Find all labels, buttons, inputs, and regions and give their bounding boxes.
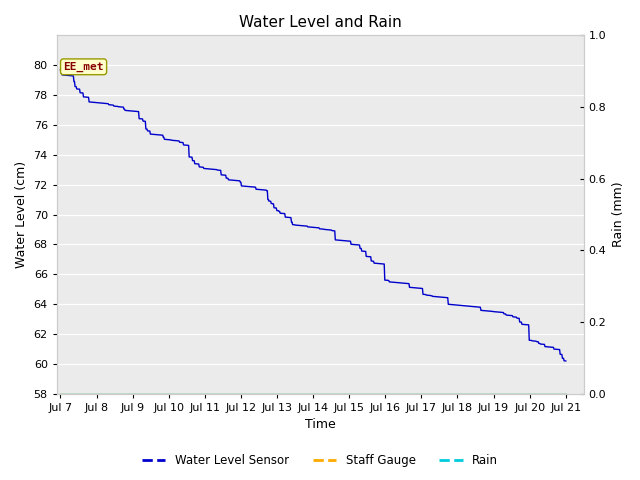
Water Level Sensor — [562, 358, 570, 364]
Text: EE_met: EE_met — [63, 62, 104, 72]
Water Level Sensor — [417, 286, 424, 291]
X-axis label: Time: Time — [305, 419, 336, 432]
Legend: Water Level Sensor, Staff Gauge, Rain: Water Level Sensor, Staff Gauge, Rain — [137, 449, 503, 472]
Title: Water Level and Rain: Water Level and Rain — [239, 15, 402, 30]
Water Level Sensor — [437, 294, 445, 300]
Y-axis label: Water Level (cm): Water Level (cm) — [15, 161, 28, 268]
Water Level Sensor — [188, 154, 196, 160]
Water Level Sensor — [273, 205, 280, 211]
Y-axis label: Rain (mm): Rain (mm) — [612, 182, 625, 247]
Water Level Sensor — [56, 67, 64, 72]
Line: Water Level Sensor: Water Level Sensor — [60, 70, 566, 361]
Water Level Sensor — [112, 103, 120, 109]
Water Level Sensor — [493, 309, 500, 315]
